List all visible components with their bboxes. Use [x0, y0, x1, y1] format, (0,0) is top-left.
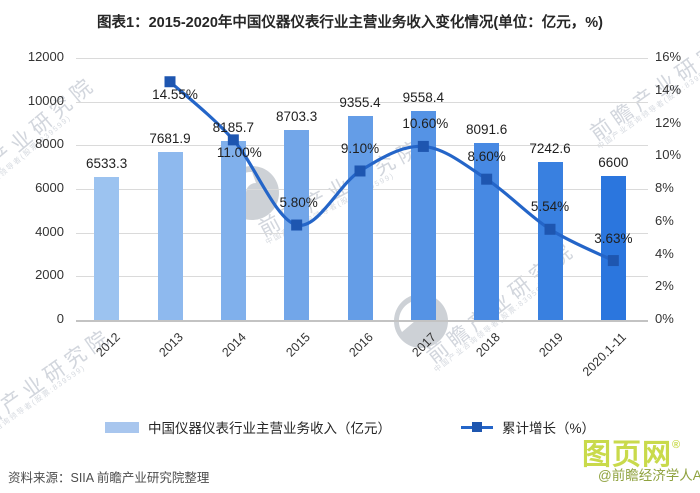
line-marker	[607, 255, 619, 267]
bar-value-label: 8703.3	[276, 108, 318, 124]
legend-item-revenue: 中国仪器仪表行业主营业务收入（亿元）	[104, 417, 391, 437]
right-axis-tick-label: 8%	[655, 180, 674, 195]
bar-value-label: 8091.6	[466, 122, 508, 138]
legend-bar-swatch	[104, 421, 139, 433]
bar-2016	[347, 115, 373, 320]
tuye-logo: 图页网®	[582, 439, 682, 471]
legend-line-label: 累计增长（%）	[501, 421, 595, 436]
right-axis-tick-label: 0%	[655, 311, 674, 326]
bar-value-label: 6600	[598, 154, 629, 170]
gridline	[76, 58, 648, 59]
right-axis-tick-label: 10%	[655, 147, 682, 163]
left-axis-tick-label: 8000	[35, 136, 64, 152]
gridline	[76, 320, 648, 322]
line-marker	[164, 76, 176, 88]
line-value-label: 5.54%	[530, 199, 570, 215]
line-value-label: 3.63%	[594, 230, 633, 246]
bar-2014	[220, 141, 246, 320]
right-axis-tick-label: 12%	[655, 114, 682, 130]
bar-value-label: 7242.6	[529, 140, 571, 156]
bar-2020.1-11	[600, 175, 626, 320]
qianzhan-app-credit: @前瞻经济学人APP	[598, 468, 700, 483]
bar-value-label: 6533.3	[86, 156, 128, 172]
bar-value-label: 8185.7	[212, 120, 254, 136]
gridline	[76, 101, 648, 103]
left-axis-tick-label: 4000	[35, 223, 64, 239]
left-axis-tick-label: 6000	[35, 180, 64, 195]
growth-line-series	[164, 76, 619, 267]
line-value-label: 9.10%	[340, 140, 380, 156]
line-marker	[417, 140, 429, 152]
left-axis-tick-label: 2000	[35, 267, 64, 283]
bar-value-label: 9355.4	[339, 94, 381, 110]
bar-2013	[157, 152, 183, 320]
line-value-label: 10.60%	[402, 116, 449, 132]
right-axis-tick-label: 14%	[655, 81, 682, 97]
line-marker	[291, 219, 303, 231]
right-axis-tick-label: 16%	[655, 49, 682, 64]
plot-area: 前瞻产业研究院 中国产业咨询领导者(股票:839599) 前瞻产业研究院 中国产业咨询…	[0, 22, 700, 453]
right-axis-tick-label: 6%	[655, 212, 674, 228]
source-note: 资料来源：SIIA 前瞻产业研究院整理	[8, 471, 210, 485]
line-marker	[354, 165, 366, 177]
line-marker	[227, 134, 239, 146]
legend-bar-label: 中国仪器仪表行业主营业务收入（亿元）	[147, 421, 391, 436]
line-value-label: 5.80%	[279, 195, 318, 211]
right-axis-tick-label: 2%	[655, 278, 674, 294]
legend-line-marker-icon	[460, 421, 493, 433]
left-axis-tick-label: 0	[56, 311, 64, 326]
line-value-label: 8.60%	[467, 149, 506, 165]
bar-2019	[537, 161, 563, 320]
line-value-label: 11.00%	[216, 144, 262, 160]
line-value-label: 14.55%	[152, 86, 198, 102]
bar-value-label: 9558.4	[402, 90, 444, 106]
left-axis-tick-label: 12000	[27, 49, 64, 64]
bar-2012	[94, 177, 120, 320]
bar-value-label: 7681.9	[149, 131, 191, 147]
left-axis-tick-label: 10000	[27, 92, 64, 108]
legend-item-growth: 累计增长（%）	[460, 417, 595, 437]
line-marker	[544, 223, 556, 235]
chart-title: 图表1：2015-2020年中国仪器仪表行业主营业务收入变化情况(单位：亿元，%…	[97, 15, 603, 31]
right-axis-tick-label: 4%	[655, 245, 674, 261]
legend: 中国仪器仪表行业主营业务收入（亿元） 累计增长（%）	[0, 417, 700, 437]
registered-mark-icon: ®	[672, 439, 682, 451]
line-marker	[481, 173, 493, 185]
